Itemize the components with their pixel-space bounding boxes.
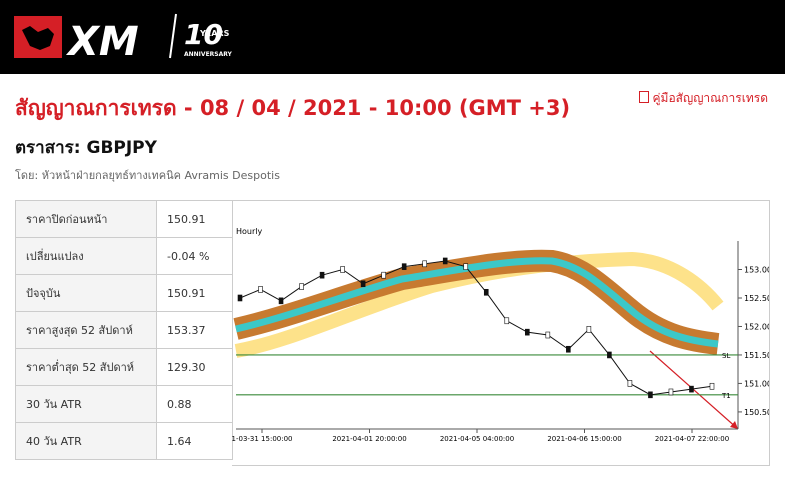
- badge-number: 10: [184, 18, 223, 51]
- candle: [709, 382, 715, 390]
- candle: [422, 260, 427, 268]
- candle: [463, 263, 469, 270]
- table-row: ราคาปิดก่อนหน้า 150.91: [15, 200, 233, 238]
- candle: [607, 351, 612, 359]
- label-cell: ราคาปิดก่อนหน้า: [15, 200, 157, 238]
- candle: [689, 385, 694, 393]
- x-tick-label: 1-03-31 15:00:00: [232, 435, 292, 443]
- value-cell: 129.30: [156, 348, 233, 386]
- candle: [566, 345, 571, 353]
- badge-line: ANNIVERSARY: [184, 51, 233, 58]
- label-cell: ปัจจุบัน: [15, 274, 157, 312]
- level-label: SL: [722, 352, 730, 360]
- value-cell: -0.04 %: [156, 237, 233, 275]
- table-row: 30 วัน ATR 0.88: [15, 385, 233, 423]
- candle: [504, 317, 510, 325]
- logo-text: XM: [65, 19, 139, 65]
- author: โดย: หัวหน้าฝ่ายกลยุทธ์ทางเทคนิค Avramis…: [15, 169, 280, 182]
- target-arrow: [649, 350, 739, 430]
- page-title: สัญญาณการเทรด - 08 / 04 / 2021 - 10:00 (…: [15, 96, 571, 120]
- x-tick-label: 2021-04-01 20:00:00: [332, 435, 406, 443]
- level-label: T1: [721, 392, 731, 400]
- candle: [258, 286, 263, 293]
- table-row: ปัจจุบัน 150.91: [15, 274, 233, 312]
- candle: [319, 271, 325, 279]
- logo-divider: [169, 13, 177, 59]
- table-row: เปลี่ยนแปลง -0.04 %: [15, 237, 233, 275]
- guide-link[interactable]: คู่มือสัญญาณการเทรด: [638, 89, 769, 108]
- label-cell: ราคาสูงสุด 52 สัปดาห์: [15, 311, 157, 349]
- band-fast-core: [235, 257, 719, 348]
- candle: [648, 391, 653, 399]
- candle: [381, 271, 386, 279]
- candle: [525, 328, 530, 336]
- x-tick-label: 2021-04-07 22:00:00: [655, 435, 729, 443]
- label-cell: เปลี่ยนแปลง: [15, 237, 157, 275]
- x-tick-label: 2021-04-06 15:00:00: [547, 435, 621, 443]
- y-tick-label: 152.00: [744, 322, 769, 331]
- candle: [299, 283, 304, 290]
- table-row: ราคาสูงสุด 52 สัปดาห์ 153.37: [15, 311, 233, 349]
- guide-text[interactable]: คู่มือสัญญาณการเทรด: [652, 91, 769, 105]
- y-tick-label: 150.50: [744, 408, 769, 417]
- value-cell: 150.91: [156, 274, 233, 312]
- price-line: [239, 260, 713, 396]
- arrowhead: [730, 421, 738, 429]
- stats-table: ราคาปิดก่อนหน้า 150.91 เปลี่ยนแปลง -0.04 % ป…: [15, 200, 233, 460]
- value-cell: 0.88: [156, 385, 233, 423]
- label-cell: ราคาต่ำสุด 52 สัปดาห์: [15, 348, 157, 386]
- candle: [401, 263, 407, 270]
- label-cell: 30 วัน ATR: [15, 385, 157, 423]
- table-row: 40 วัน ATR 1.64: [15, 422, 233, 460]
- label-cell: 40 วัน ATR: [15, 422, 157, 460]
- x-tick-label: 2021-04-05 04:00:00: [440, 435, 514, 443]
- chart: Hourly 153.00 152.50 152.00 151.50 151.00 150…: [232, 227, 772, 443]
- value-cell: 1.64: [156, 422, 233, 460]
- value-cell: 153.37: [156, 311, 233, 349]
- candle: [442, 257, 448, 265]
- pdf-icon: [638, 91, 649, 103]
- header: XM 10 YEARS ANNIVERSARY: [0, 0, 785, 74]
- candle: [545, 331, 551, 339]
- y-tick-label: 151.50: [744, 351, 769, 360]
- y-tick-label: 151.00: [744, 379, 769, 388]
- candle: [360, 280, 366, 288]
- badge-line: YEARS: [199, 29, 230, 38]
- table-row: ราคาต่ำสุด 52 สัปดาห์ 129.30: [15, 348, 233, 386]
- candle: [278, 297, 284, 305]
- candle: [586, 326, 592, 333]
- y-tick-label: 153.00: [744, 266, 769, 275]
- y-tick-label: 152.50: [744, 294, 769, 303]
- chart-frame: Hourly 153.00 152.50 152.00 151.50 151.00 150…: [232, 200, 772, 466]
- candle: [237, 294, 243, 302]
- logo[interactable]: XM 10 YEARS ANNIVERSARY: [0, 0, 260, 74]
- bull-icon: [22, 26, 54, 50]
- timeframe: Hourly: [236, 227, 262, 236]
- instrument: ตราสาร: GBPJPY: [15, 138, 157, 158]
- candle: [668, 388, 674, 396]
- candle: [483, 288, 489, 296]
- candle: [627, 380, 633, 387]
- value-cell: 150.91: [156, 200, 233, 238]
- candle: [340, 266, 345, 273]
